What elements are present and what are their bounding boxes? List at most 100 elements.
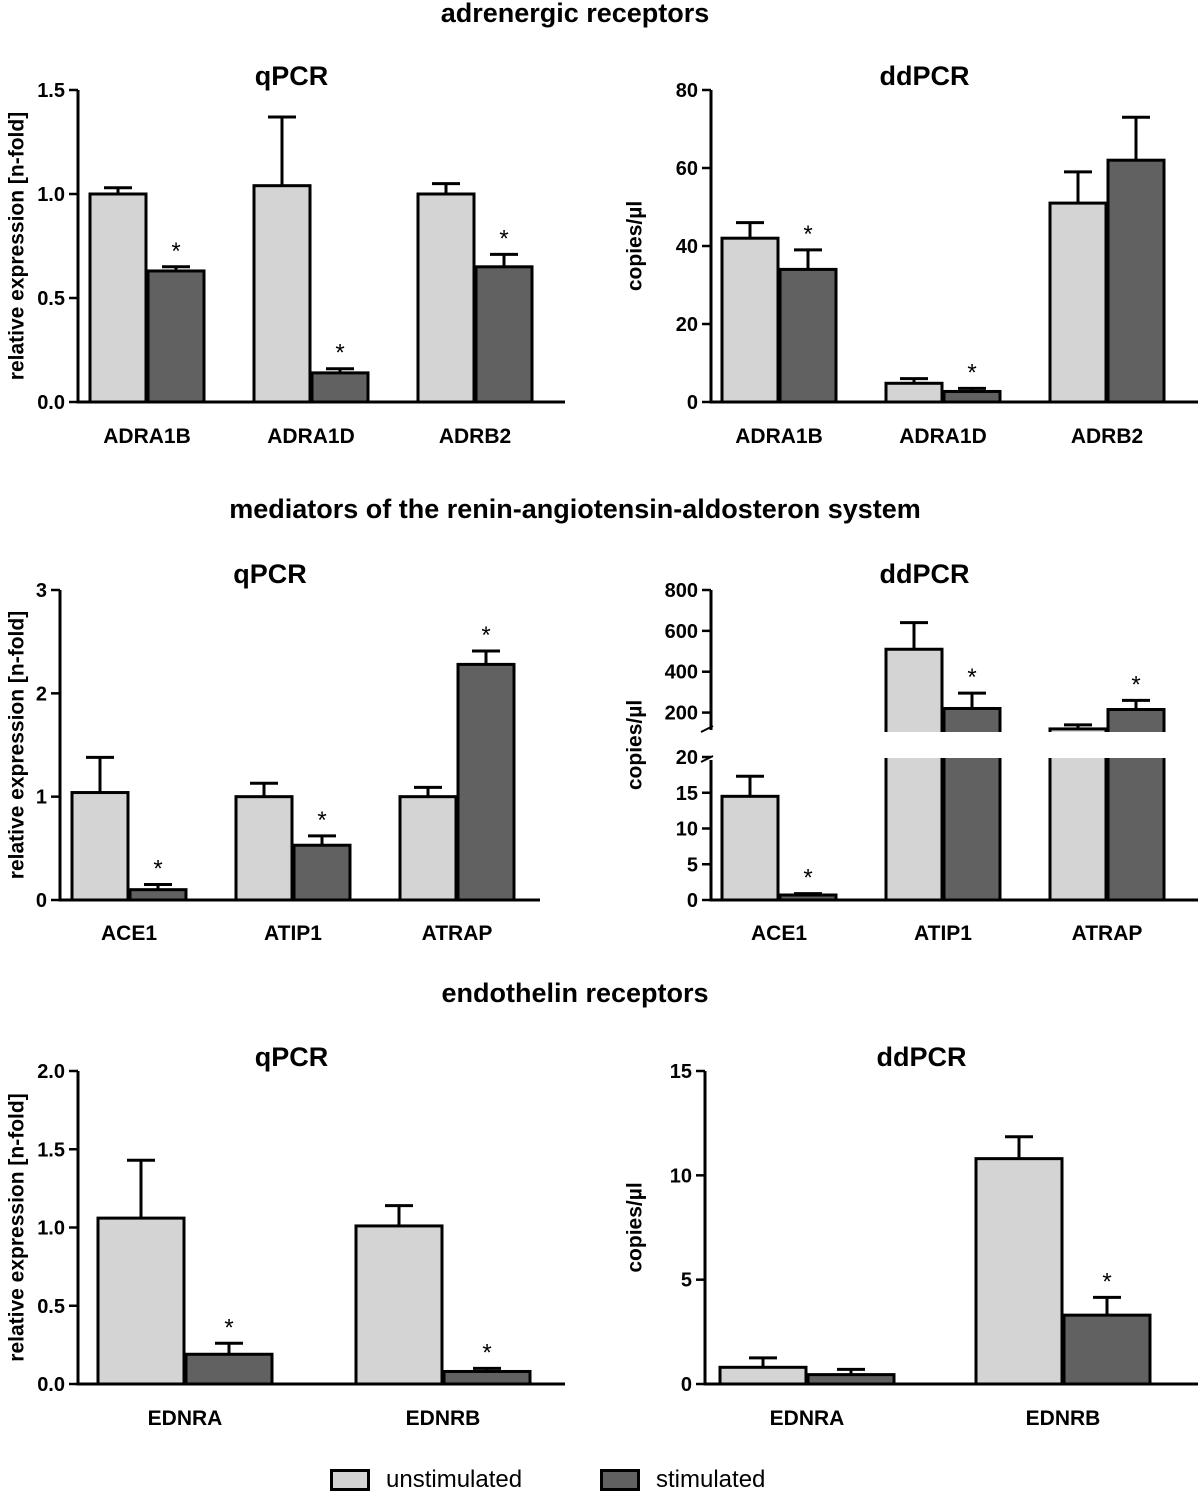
bar-unstimulated-ednra (718, 1365, 808, 1386)
legend-label-unstimulated: unstimulated (386, 1466, 523, 1493)
bar-stimulated-adra1b (146, 269, 206, 404)
significance-marker: * (803, 221, 812, 248)
bar-stimulated-ednra (806, 1373, 896, 1386)
x-tick-label-adra1b: ADRA1B (735, 425, 823, 448)
y-axis-label: copies/µl (624, 201, 647, 291)
y-tick-label: 0 (687, 392, 698, 414)
y-tick-label: 20 (676, 747, 698, 769)
x-tick-label-ednra: EDNRA (770, 1407, 845, 1430)
x-tick-label-adra1d: ADRA1D (267, 425, 355, 448)
y-tick-label: 10 (676, 819, 698, 841)
chart-title: qPCR (255, 1042, 329, 1072)
bar-stimulated-ednrb (442, 1369, 532, 1386)
y-tick-label: 3 (36, 580, 47, 602)
chart-panel-1: qPCR relative expression [n-fold] 0.0 0.5 1.… (6, 61, 565, 448)
y-tick-label: 15 (676, 783, 698, 805)
section-title-adrenergic: adrenergic receptors (440, 0, 710, 28)
x-tick-label-ednrb: EDNRB (1026, 1407, 1101, 1430)
y-tick-label: 20 (676, 314, 698, 336)
x-tick-label-adrb2: ADRB2 (1071, 425, 1143, 448)
significance-marker: * (482, 1339, 491, 1366)
y-tick-label: 60 (676, 158, 698, 180)
bar-stimulated-ace1 (778, 893, 838, 902)
legend-swatch-stimulated (600, 1469, 640, 1491)
x-tick-label-adra1b: ADRA1B (103, 425, 191, 448)
legend-swatch-unstimulated (330, 1469, 370, 1491)
chart-panel-3: qPCR relative expression [n-fold] 0 1 2 3 * ACE… (6, 559, 540, 945)
significance-marker: * (1131, 671, 1140, 698)
bar-unstimulated-ace1 (720, 794, 780, 902)
y-tick-label: 1.5 (37, 80, 65, 102)
bar-stimulated-ednrb (1062, 1313, 1152, 1386)
y-tick-label: 200 (665, 703, 698, 725)
bar-unstimulated-ednrb (354, 1224, 444, 1386)
y-tick-label: 600 (665, 621, 698, 643)
x-tick-label-ednrb: EDNRB (406, 1407, 481, 1430)
y-tick-label: 1.5 (37, 1139, 65, 1161)
chart-title: ddPCR (880, 559, 970, 589)
chart-title: qPCR (233, 559, 307, 589)
bar-stimulated-ace1 (128, 888, 188, 902)
bar-unstimulated-adrb2 (416, 192, 476, 404)
charts-canvas: qPCR relative expression [n-fold] 0.0 0.5 1.… (6, 61, 1198, 1430)
significance-marker: * (224, 1314, 233, 1341)
significance-marker: * (967, 359, 976, 386)
axis-break-gap (714, 732, 1198, 758)
bar-unstimulated-atip1 (234, 795, 294, 902)
chart-panel-2: ddPCR copies/µl 0 20 40 60 80 * ADRA1B * ADRA1D ADR… (624, 61, 1198, 448)
chart-title: ddPCR (877, 1042, 967, 1072)
bar-stimulated-adra1d (942, 389, 1002, 404)
x-tick-label-atrap: ATRAP (422, 922, 493, 945)
bar-unstimulated-adra1b (88, 192, 148, 404)
chart-title: ddPCR (880, 61, 970, 91)
y-tick-label: 800 (665, 580, 698, 602)
y-tick-label: 2.0 (37, 1061, 65, 1083)
x-tick-label-atip1: ATIP1 (264, 922, 322, 945)
legend-label-stimulated: stimulated (656, 1466, 766, 1493)
bar-unstimulated-ednra (96, 1216, 186, 1386)
bar-unstimulated-adra1d (884, 381, 944, 404)
y-tick-label: 1.0 (37, 184, 65, 206)
y-tick-label: 0 (36, 890, 47, 912)
y-axis-label: relative expression [n-fold] (6, 611, 29, 879)
y-tick-label: 1.0 (37, 1218, 65, 1240)
y-axis-label: copies/µl (624, 700, 647, 790)
significance-marker: * (171, 238, 180, 265)
x-tick-label-ace1: ACE1 (101, 922, 157, 945)
significance-marker: * (335, 340, 344, 367)
y-tick-label: 5 (687, 854, 698, 876)
significance-marker: * (317, 807, 326, 834)
significance-marker: * (803, 865, 812, 892)
x-tick-label-adrb2: ADRB2 (439, 425, 511, 448)
chart-panel-6: ddPCR copies/µl 0 5 10 15 EDNRA * EDNRB (624, 1042, 1198, 1430)
chart-panel-5: qPCR relative expression [n-fold] 0.0 0.5 1.… (6, 1042, 565, 1430)
y-tick-label: 10 (670, 1165, 692, 1187)
bar-unstimulated-adra1b (720, 236, 780, 404)
x-tick-label-adra1d: ADRA1D (899, 425, 987, 448)
legend-unstimulated: unstimulated (330, 1462, 522, 1498)
y-tick-label: 5 (681, 1270, 692, 1292)
bar-unstimulated-ednrb (974, 1157, 1064, 1386)
y-tick-label: 0.0 (37, 392, 65, 414)
x-tick-label-ednra: EDNRA (148, 1407, 223, 1430)
y-tick-label: 15 (670, 1061, 692, 1083)
chart-panel-4: ddPCR copies/µl 0 5 10 15 20 200 400 600 800 * ACE1 *… (624, 559, 1198, 945)
y-tick-label: 2 (36, 683, 47, 705)
y-axis-label: copies/µl (624, 1182, 647, 1272)
bar-unstimulated-atip1 (884, 647, 944, 902)
bar-stimulated-adrb2 (474, 265, 534, 404)
bar-stimulated-adra1d (310, 371, 370, 404)
y-tick-label: 0 (687, 890, 698, 912)
x-tick-label-atip1: ATIP1 (914, 922, 972, 945)
bar-stimulated-adra1b (778, 267, 838, 404)
chart-title: qPCR (255, 61, 329, 91)
y-tick-label: 0.0 (37, 1374, 65, 1396)
bar-unstimulated-adra1d (252, 184, 312, 404)
y-tick-label: 0.5 (37, 1296, 65, 1318)
x-tick-label-ace1: ACE1 (751, 922, 807, 945)
bar-stimulated-ednra (184, 1352, 274, 1386)
significance-marker: * (499, 225, 508, 252)
x-tick-label-atrap: ATRAP (1072, 922, 1143, 945)
significance-marker: * (153, 856, 162, 883)
bar-stimulated-adrb2 (1106, 158, 1166, 404)
